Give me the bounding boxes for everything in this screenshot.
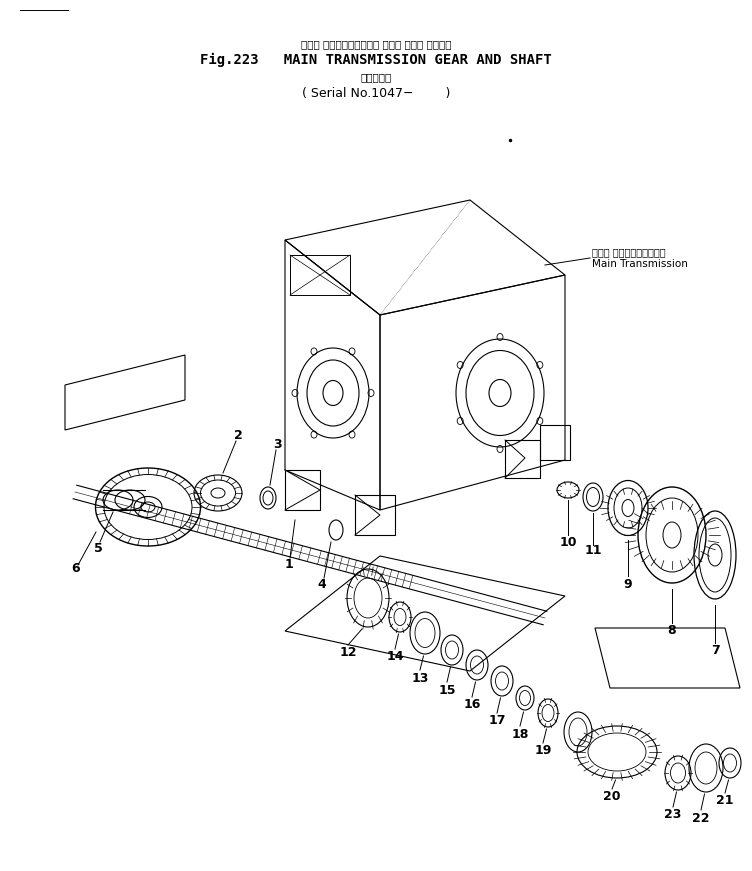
Text: Main Transmission: Main Transmission — [592, 259, 688, 269]
Text: 1: 1 — [284, 557, 293, 571]
Text: 19: 19 — [535, 745, 552, 758]
Text: 8: 8 — [668, 624, 676, 637]
Text: 5: 5 — [94, 542, 102, 555]
Text: 12: 12 — [339, 646, 356, 659]
Text: 23: 23 — [664, 808, 681, 821]
Text: （適用号機: （適用号機 — [360, 72, 392, 82]
Text: 20: 20 — [603, 791, 620, 804]
Text: 16: 16 — [463, 699, 481, 712]
Text: 22: 22 — [693, 812, 710, 825]
Text: 14: 14 — [387, 651, 404, 664]
Text: 11: 11 — [584, 544, 602, 557]
Text: 17: 17 — [488, 714, 506, 727]
Text: 6: 6 — [71, 563, 80, 576]
Text: 2: 2 — [234, 429, 242, 442]
Text: 21: 21 — [716, 794, 734, 807]
Text: 3: 3 — [274, 437, 282, 450]
Text: 15: 15 — [438, 684, 456, 697]
Text: 18: 18 — [511, 727, 529, 740]
Text: メイン トランスミッション: メイン トランスミッション — [592, 247, 666, 257]
Text: 13: 13 — [411, 672, 429, 685]
Text: 4: 4 — [317, 577, 326, 591]
Text: 7: 7 — [711, 645, 720, 658]
Text: 10: 10 — [559, 536, 577, 549]
Text: 9: 9 — [623, 577, 632, 591]
Text: メイン トランスミッション ギヤー および シャフト: メイン トランスミッション ギヤー および シャフト — [301, 39, 451, 49]
Text: Fig.223   MAIN TRANSMISSION GEAR AND SHAFT: Fig.223 MAIN TRANSMISSION GEAR AND SHAFT — [200, 53, 552, 67]
Text: ( Serial No.1047−        ): ( Serial No.1047− ) — [302, 86, 450, 99]
